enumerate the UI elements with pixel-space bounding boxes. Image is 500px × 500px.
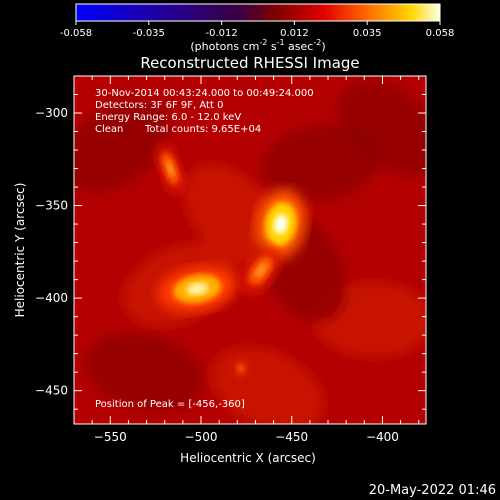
colorbar-label: (photons cm-2 s-1 asec-2) [190,38,325,53]
y-axis-label: Heliocentric Y (arcsec) [13,183,27,318]
background-blob [337,81,426,176]
y-tick-label: −350 [35,199,68,213]
annotation-time: 30-Nov-2014 00:43:24.000 to 00:49:24.000 [95,88,314,99]
emission-source [231,357,250,380]
x-tick-label: −450 [275,430,308,444]
y-tick-label: −300 [35,106,68,120]
annotation-method: Clean [95,124,123,135]
annotation-peak: Position of Peak = [-456,-360] [95,399,245,410]
background-blob [261,123,380,203]
x-tick-label: −400 [366,430,399,444]
background-blob [74,99,171,193]
x-tick-label: −500 [185,430,218,444]
emission-source [242,247,280,293]
colorbar-tick-label: -0.058 [60,28,92,39]
annotation-energy: Energy Range: 6.0 - 12.0 keV [95,112,241,123]
colorbar-tick-label: -0.012 [205,28,237,39]
y-tick-label: −450 [35,384,68,398]
colorbar-tick-label: 0.035 [353,28,382,39]
axis-ticks: −550 −500 −450 −400 −300 −350 −400 −450 [35,76,426,444]
y-tick-label: −400 [35,291,68,305]
colorbar-tick-label: -0.035 [133,28,165,39]
colorbar-tick-label: 0.058 [426,28,455,39]
x-axis-label: Heliocentric X (arcsec) [180,451,316,465]
annotation-detectors: Detectors: 3F 6F 9F, Att 0 [95,100,223,111]
plot-frame [73,75,427,425]
colorbar-ticks: -0.058 -0.035 -0.012 0.012 0.035 0.058 [60,21,454,39]
footer-date: 20-May-2022 01:46 [369,483,496,498]
heatmap-image [74,81,426,424]
chart-title: Reconstructed RHESSI Image [140,54,359,72]
colorbar [75,3,441,22]
annotation-counts: Total counts: 9.65E+04 [144,124,261,135]
colorbar-tick-label: 0.012 [280,28,309,39]
x-tick-label: −550 [94,430,127,444]
background-blob [183,163,282,267]
emission-source [255,189,307,260]
emission-source [158,265,237,312]
emission-source [156,144,184,193]
background-blob [85,332,204,412]
